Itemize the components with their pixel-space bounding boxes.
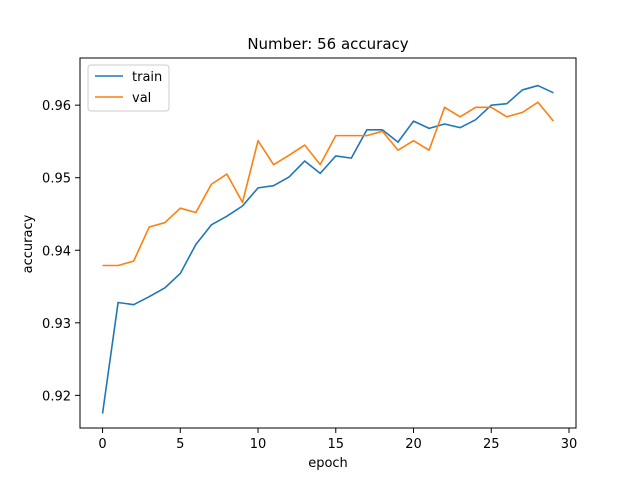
x-tick-label: 30 <box>561 437 578 452</box>
series-line-val <box>102 101 555 267</box>
legend-label-train: train <box>132 70 162 85</box>
x-axis-ticks: 0 5 10 15 20 25 30 <box>98 428 577 452</box>
y-tick-label: 0.95 <box>42 172 71 187</box>
chart-title: Number: 56 accuracy <box>247 35 408 53</box>
x-tick-label: 20 <box>405 437 422 452</box>
x-axis-label: epoch <box>308 456 348 471</box>
x-tick-label: 0 <box>98 437 106 452</box>
x-tick-label: 5 <box>176 437 184 452</box>
y-axis-ticks: 0.92 0.93 0.94 0.95 0.96 <box>42 99 80 404</box>
y-tick-label: 0.92 <box>42 389 71 404</box>
series-line-train <box>101 84 554 414</box>
x-tick-label: 10 <box>250 437 267 452</box>
legend-label-val: val <box>132 91 151 106</box>
legend: train val <box>87 64 170 112</box>
y-tick-label: 0.94 <box>42 244 71 259</box>
plot-frame <box>79 57 577 429</box>
series-lines <box>101 84 555 414</box>
y-tick-label: 0.96 <box>42 99 71 114</box>
y-axis-label: accuracy <box>21 214 36 273</box>
x-tick-label: 15 <box>328 437 345 452</box>
x-tick-label: 25 <box>483 437 500 452</box>
y-tick-label: 0.93 <box>42 317 71 332</box>
